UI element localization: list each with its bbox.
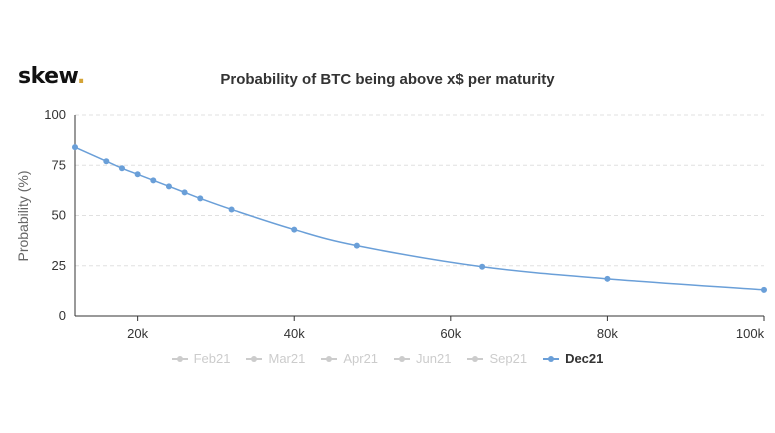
y-tick-label: 75: [52, 157, 66, 172]
x-tick-label: 60k: [440, 326, 461, 341]
legend-marker-icon: [467, 354, 484, 364]
data-point[interactable]: [291, 226, 298, 233]
legend-marker-icon: [543, 354, 560, 364]
gridlines: [75, 114, 764, 267]
skew-logo: skew.: [18, 64, 85, 89]
data-point[interactable]: [165, 183, 172, 190]
legend-item-dec21[interactable]: Dec21: [543, 351, 603, 366]
y-tick-label: 50: [52, 208, 66, 223]
data-point[interactable]: [761, 286, 767, 293]
x-tick-label: 40k: [284, 326, 305, 341]
series-layer: [72, 144, 767, 293]
y-axis-label: Probability (%): [15, 170, 31, 261]
data-point[interactable]: [479, 263, 486, 270]
y-tick-label: 25: [52, 258, 66, 273]
legend-item-feb21[interactable]: Feb21: [171, 351, 231, 366]
legend-marker-icon: [394, 354, 411, 364]
y-tick-label: 100: [44, 107, 66, 122]
data-point[interactable]: [604, 275, 611, 282]
chart-legend: Feb21 Mar21 Apr21 Jun21 Sep21 Dec21: [0, 351, 775, 366]
data-point[interactable]: [118, 165, 125, 172]
legend-label: Jun21: [416, 351, 452, 366]
legend-item-sep21[interactable]: Sep21: [467, 351, 527, 366]
legend-marker-icon: [171, 354, 188, 364]
x-tick-label: 20k: [127, 326, 148, 341]
legend-label: Sep21: [489, 351, 528, 366]
data-point[interactable]: [228, 206, 235, 213]
y-tick-label: 0: [59, 308, 66, 323]
legend-marker-icon: [246, 354, 263, 364]
legend-label: Apr21: [343, 351, 379, 366]
legend-label: Feb21: [193, 351, 231, 366]
legend-item-mar21[interactable]: Mar21: [246, 351, 305, 366]
data-point[interactable]: [72, 144, 78, 151]
legend-label: Mar21: [268, 351, 306, 366]
legend-label: Dec21: [565, 351, 604, 366]
legend-item-apr21[interactable]: Apr21: [321, 351, 378, 366]
data-point[interactable]: [197, 195, 204, 202]
axes: [74, 115, 765, 321]
chart-title: Probability of BTC being above x$ per ma…: [220, 71, 555, 88]
x-tick-label: 100k: [736, 326, 765, 341]
data-point[interactable]: [181, 189, 188, 196]
data-point[interactable]: [134, 171, 141, 178]
data-point[interactable]: [353, 242, 360, 249]
legend-marker-icon: [321, 354, 338, 364]
data-point[interactable]: [103, 158, 110, 165]
series-line-dec21: [74, 146, 765, 291]
data-point[interactable]: [150, 177, 157, 184]
x-tick-label: 80k: [597, 326, 618, 341]
legend-item-jun21[interactable]: Jun21: [394, 351, 451, 366]
tick-labels: 0 25 50 75 100 20k 40k 60k 80k 100k: [44, 107, 764, 341]
